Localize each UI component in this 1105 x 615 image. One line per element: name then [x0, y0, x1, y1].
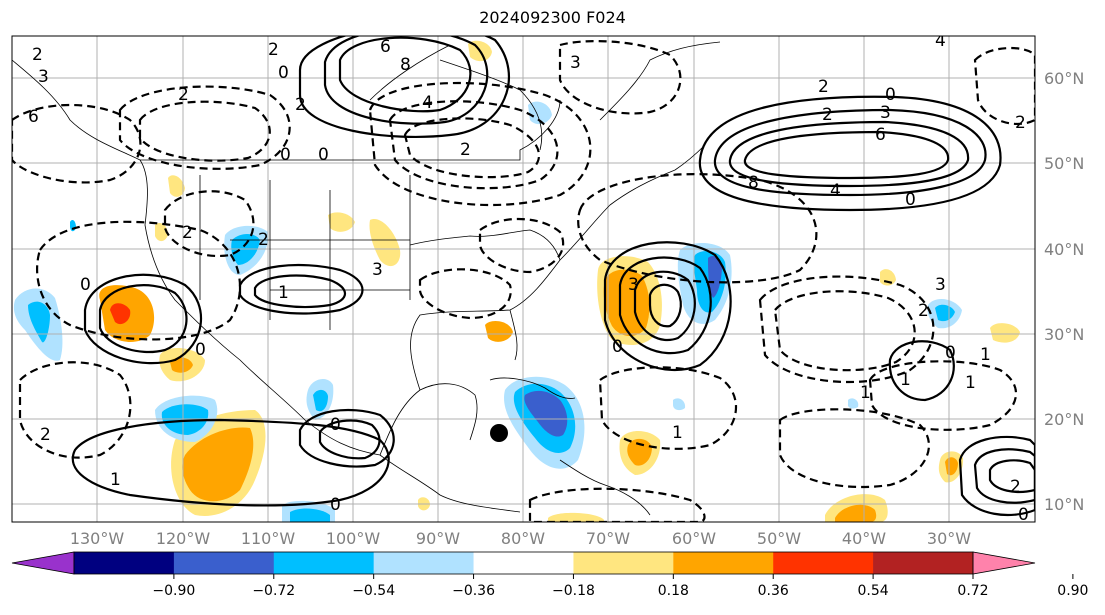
- contour-label: 2: [295, 95, 306, 115]
- lon-label: 130°W: [70, 529, 125, 548]
- contour-label: 2: [182, 223, 193, 243]
- colorbar-tick-label: −0.54: [352, 583, 395, 599]
- contour-label: 1: [980, 345, 991, 365]
- contour-label: 3: [935, 275, 946, 295]
- lon-label: 80°W: [501, 529, 545, 548]
- contour-label: 0: [1018, 505, 1029, 525]
- contour-label: 2: [1015, 113, 1026, 133]
- lon-label: 50°W: [757, 529, 801, 548]
- contour-label: 2: [40, 425, 51, 445]
- colorbar-tick-label: 0.90: [1057, 583, 1088, 599]
- lat-label: 10°N: [1044, 495, 1084, 514]
- lon-label: 40°W: [842, 529, 886, 548]
- map-title: 2024092300 F024: [479, 8, 626, 27]
- longitude-labels: 130°W 120°W 110°W 100°W 90°W 80°W 70°W 6…: [70, 529, 971, 548]
- lat-label: 50°N: [1044, 154, 1084, 173]
- lat-label: 40°N: [1044, 240, 1084, 259]
- lat-label: 60°N: [1044, 69, 1084, 88]
- lat-label: 30°N: [1044, 325, 1084, 344]
- map-frame: [11, 35, 1036, 523]
- contour-label: 0: [612, 337, 623, 357]
- contour-label: 4: [830, 181, 841, 201]
- contour-label: 2: [818, 77, 829, 97]
- lon-label: 120°W: [156, 529, 211, 548]
- colorbar-tick-label: −0.72: [252, 583, 295, 599]
- contour-label: 2: [822, 105, 833, 125]
- contour-label: 0: [905, 190, 916, 210]
- contour-label: 1: [965, 373, 976, 393]
- contour-label: 3: [570, 53, 581, 73]
- contour-label: 0: [80, 275, 91, 295]
- lon-label: 60°W: [672, 529, 716, 548]
- contour-label: 0: [280, 145, 291, 165]
- lon-label: 70°W: [586, 529, 630, 548]
- contour-label: 1: [672, 423, 683, 443]
- contour-labels: 2 3 6 2 0 2 6 8 4 2 0 2 0 3 2 0 2 8 4 6 …: [28, 31, 1029, 525]
- coastlines: [12, 41, 721, 516]
- contour-label: 1: [900, 370, 911, 390]
- colorbar-segment: [573, 552, 674, 574]
- contour-label: 0: [330, 495, 341, 515]
- colorbar-tick-label: −0.18: [552, 583, 595, 599]
- contour-label: 0: [945, 343, 956, 363]
- contour-label: 2: [460, 140, 471, 160]
- contour-label: 0: [278, 63, 289, 83]
- latitude-labels: 60°N 50°N 40°N 30°N 20°N 10°N: [1044, 69, 1084, 514]
- contour-label: 2: [258, 230, 269, 250]
- colorbar-segment: [173, 552, 275, 574]
- colorbar-segment: [773, 552, 874, 574]
- colorbar: −0.90 −0.72 −0.54 −0.36 −0.18 0.18 0.36 0.54 0.7…: [11, 551, 1088, 599]
- colorbar-segment: [74, 552, 175, 574]
- contour-label: 4: [422, 93, 433, 113]
- contour-label: 2: [268, 40, 279, 60]
- contour-label: 3: [628, 275, 639, 295]
- colorbar-segment: [273, 552, 375, 574]
- lon-label: 30°W: [927, 529, 971, 548]
- colorbar-extend-low: [11, 551, 75, 575]
- colorbar-segment: [673, 552, 774, 574]
- contour-label: 8: [400, 55, 411, 75]
- contour-label: 6: [380, 37, 391, 57]
- contour-label: 2: [918, 301, 929, 321]
- contour-label: 0: [885, 85, 896, 105]
- colorbar-tick-label: 0.36: [758, 583, 789, 599]
- hurricane-position-dot: [490, 424, 508, 442]
- contour-label: 6: [875, 125, 886, 145]
- colorbar-segment: [873, 552, 974, 574]
- contour-label: 0: [318, 145, 329, 165]
- contour-label: 3: [880, 103, 891, 123]
- colorbar-extend-high: [972, 551, 1036, 575]
- contour-label: 1: [278, 283, 289, 303]
- contour-label: 6: [28, 107, 39, 127]
- contour-label: 3: [372, 260, 383, 280]
- contour-label: 1: [860, 383, 871, 403]
- lon-label: 100°W: [326, 529, 381, 548]
- colorbar-segment: [373, 552, 475, 574]
- colorbar-tick-label: 0.18: [658, 583, 689, 599]
- contour-label: 0: [330, 415, 341, 435]
- contour-lines: [12, 36, 1035, 522]
- lon-label: 110°W: [241, 529, 296, 548]
- colorbar-tick-label: 0.72: [957, 583, 988, 599]
- colorbar-tick-label: −0.90: [152, 583, 195, 599]
- contour-label: 8: [748, 173, 759, 193]
- contour-label: 4: [935, 31, 946, 51]
- colorbar-segment: [473, 552, 574, 574]
- contour-label: 1: [110, 470, 121, 490]
- contour-label: 2: [178, 85, 189, 105]
- colorbar-tick-label: 0.54: [858, 583, 889, 599]
- contour-label: 3: [38, 67, 49, 87]
- contour-label: 2: [32, 45, 43, 65]
- lon-label: 90°W: [416, 529, 460, 548]
- contour-label: 0: [195, 340, 206, 360]
- colorbar-tick-label: −0.36: [452, 583, 495, 599]
- colorbar-frame: [73, 551, 974, 575]
- contour-label: 2: [1010, 477, 1021, 497]
- lat-label: 20°N: [1044, 410, 1084, 429]
